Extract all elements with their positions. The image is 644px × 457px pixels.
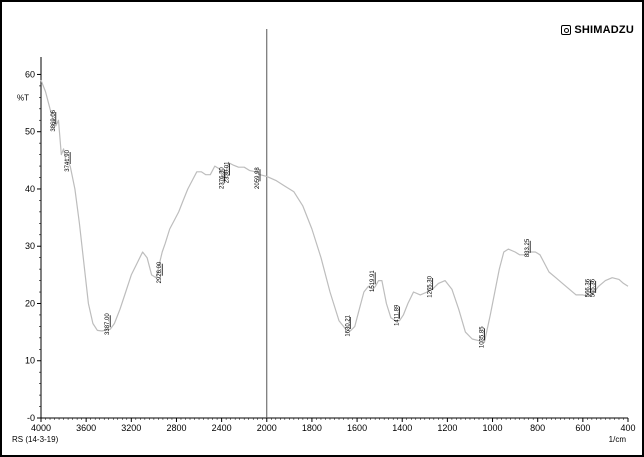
x-tick-label: 800 bbox=[530, 423, 545, 433]
y-axis-label: %T bbox=[17, 93, 29, 102]
peak-label: 1411.89 bbox=[395, 304, 401, 326]
x-tick-label: 2000 bbox=[257, 423, 277, 433]
sample-id-label: RS (14-3-19) bbox=[12, 435, 59, 444]
y-tick-label: 60 bbox=[25, 69, 35, 79]
x-tick-label: 3600 bbox=[76, 423, 96, 433]
x-tick-label: 600 bbox=[575, 423, 590, 433]
x-axis-unit-label: 1/cm bbox=[609, 435, 627, 444]
brand-name: SHIMADZU bbox=[574, 24, 634, 36]
peak-label: 2330.01 bbox=[225, 161, 231, 183]
peak-label: 566.36 bbox=[585, 278, 591, 297]
shimadzu-logo-icon bbox=[561, 25, 572, 35]
peak-label: 3741.90 bbox=[65, 149, 71, 171]
peak-label: 1265.30 bbox=[428, 275, 434, 297]
x-tick-label: 1400 bbox=[392, 423, 412, 433]
y-tick-label: 50 bbox=[25, 127, 35, 137]
y-tick-label: 30 bbox=[25, 241, 35, 251]
peak-label: 2376.30 bbox=[219, 167, 225, 189]
y-tick-label: 20 bbox=[25, 298, 35, 308]
x-tick-label: 3200 bbox=[121, 423, 141, 433]
peak-label: 3387.00 bbox=[105, 313, 111, 335]
peak-label: 2059.98 bbox=[255, 167, 261, 189]
x-tick-label: 1000 bbox=[483, 423, 503, 433]
x-tick-label: 400 bbox=[620, 423, 635, 433]
peak-label: 565.36 bbox=[591, 278, 597, 297]
y-tick-label: 40 bbox=[25, 184, 35, 194]
x-tick-label: 4000 bbox=[31, 423, 51, 433]
brand-logo: SHIMADZU bbox=[561, 24, 634, 36]
peak-label: 3869.06 bbox=[51, 109, 57, 131]
x-tick-label: 1800 bbox=[302, 423, 322, 433]
y-tick-label: -0 bbox=[27, 413, 35, 423]
peak-label: 1519.91 bbox=[370, 270, 376, 292]
peak-label: 833.25 bbox=[525, 238, 531, 257]
y-tick-label: 10 bbox=[25, 356, 35, 366]
peak-label: 1630.21 bbox=[345, 314, 351, 336]
spectrum-line bbox=[40, 79, 629, 343]
x-tick-label: 1200 bbox=[437, 423, 457, 433]
x-tick-label: 2400 bbox=[212, 423, 232, 433]
x-tick-label: 1600 bbox=[347, 423, 367, 433]
x-tick-label: 2800 bbox=[166, 423, 186, 433]
peak-label: 2926.00 bbox=[157, 261, 163, 283]
peak-label: 1035.85 bbox=[479, 326, 485, 348]
